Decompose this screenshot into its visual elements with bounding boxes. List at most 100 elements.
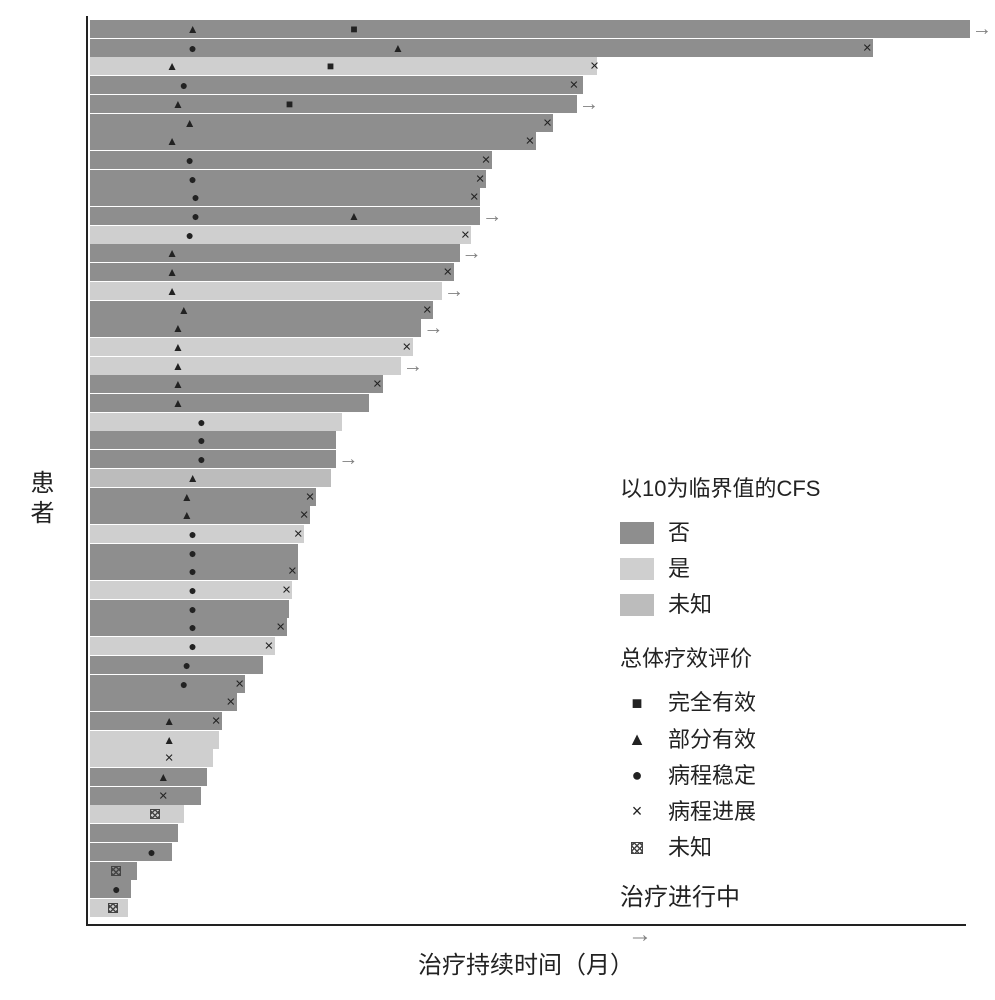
marker-cross: × xyxy=(226,695,235,710)
marker-circle: ● xyxy=(185,153,193,167)
bar xyxy=(90,95,577,113)
arrow-icon: → xyxy=(628,916,960,953)
arrow-icon: → xyxy=(462,243,482,263)
marker-circle: ● xyxy=(183,658,191,672)
bar-row: ▲× xyxy=(90,488,316,506)
bar xyxy=(90,488,316,506)
bar xyxy=(90,226,471,244)
bar-row: ▲→ xyxy=(90,357,401,375)
marker-triangle: ▲ xyxy=(163,715,175,727)
legend: 以10为临界值的CFS 否是未知 总体疗效评价 ■完全有效▲部分有效●病程稳定×… xyxy=(620,472,960,953)
bar-row: ▲→ xyxy=(90,244,460,262)
bar-row xyxy=(90,824,178,842)
marker-circle: ● xyxy=(197,415,205,429)
marker-cross: × xyxy=(590,59,599,74)
bar xyxy=(90,357,401,375)
bar-row: ▲× xyxy=(90,132,536,150)
arrow-icon: → xyxy=(579,94,599,114)
marker-circle: ● xyxy=(180,78,188,92)
marker-triangle: ▲ xyxy=(181,491,193,503)
legend-symbol-triangle: ▲ xyxy=(620,726,654,754)
bar-row xyxy=(90,805,184,823)
bar-row: ▲ xyxy=(90,768,207,786)
marker-triangle: ▲ xyxy=(172,341,184,353)
bar xyxy=(90,132,536,150)
marker-cross: × xyxy=(482,152,491,167)
arrow-icon: → xyxy=(482,206,502,226)
bar-row: × xyxy=(90,693,237,711)
marker-circle: ● xyxy=(188,41,196,55)
marker-cross: × xyxy=(300,508,309,523)
marker-cross: × xyxy=(294,526,303,541)
legend-symbol-circle: ● xyxy=(620,762,654,790)
bar-row: ▲× xyxy=(90,712,222,730)
marker-triangle: ▲ xyxy=(187,23,199,35)
legend-cfs-items: 否是未知 xyxy=(620,516,960,622)
bar-row: ●× xyxy=(90,226,471,244)
marker-triangle: ▲ xyxy=(172,360,184,372)
bar-row: ●× xyxy=(90,525,304,543)
bar xyxy=(90,413,342,431)
bar-row: ●× xyxy=(90,618,287,636)
legend-cfs-row: 否 xyxy=(620,516,960,550)
legend-response-row: 未知 xyxy=(620,831,960,865)
bar xyxy=(90,319,421,337)
bar xyxy=(90,244,460,262)
legend-label: 是 xyxy=(668,552,690,586)
marker-cross: × xyxy=(276,620,285,635)
marker-circle: ● xyxy=(112,882,120,896)
bar xyxy=(90,394,369,412)
marker-cross: × xyxy=(306,489,315,504)
marker-circle: ● xyxy=(188,564,196,578)
legend-symbol-square: ■ xyxy=(620,690,654,718)
bar-row: ● xyxy=(90,413,342,431)
bar xyxy=(90,506,310,524)
bar xyxy=(90,170,486,188)
marker-circle: ● xyxy=(197,433,205,447)
marker-unknown xyxy=(150,809,160,819)
marker-circle: ● xyxy=(188,620,196,634)
marker-cross: × xyxy=(402,339,411,354)
bar-row: ▲ xyxy=(90,731,219,749)
bar xyxy=(90,39,873,57)
bar xyxy=(90,824,178,842)
marker-circle: ● xyxy=(188,527,196,541)
marker-circle: ● xyxy=(185,228,193,242)
bar-row: ●× xyxy=(90,170,486,188)
bar xyxy=(90,805,184,823)
bar-row: ● xyxy=(90,544,298,562)
bar xyxy=(90,188,480,206)
arrow-icon: → xyxy=(444,281,464,301)
marker-cross: × xyxy=(423,302,432,317)
marker-cross: × xyxy=(282,583,291,598)
bar-row xyxy=(90,862,137,880)
legend-response-title: 总体疗效评价 xyxy=(620,642,960,676)
marker-triangle: ▲ xyxy=(181,509,193,521)
bar xyxy=(90,375,383,393)
marker-square: ■ xyxy=(286,98,293,110)
marker-triangle: ▲ xyxy=(392,42,404,54)
marker-circle: ● xyxy=(180,677,188,691)
legend-symbol-cross: × xyxy=(620,798,654,826)
bar-row: ▲× xyxy=(90,338,413,356)
bar xyxy=(90,731,219,749)
marker-cross: × xyxy=(373,377,382,392)
marker-triangle: ▲ xyxy=(184,117,196,129)
legend-label: 完全有效 xyxy=(668,686,756,720)
legend-label: 部分有效 xyxy=(668,723,756,757)
marker-circle: ● xyxy=(147,845,155,859)
marker-cross: × xyxy=(526,134,535,149)
marker-cross: × xyxy=(165,751,174,766)
marker-triangle: ▲ xyxy=(166,247,178,259)
bar-row: ▲× xyxy=(90,375,383,393)
marker-cross: × xyxy=(235,676,244,691)
bar xyxy=(90,675,245,693)
bar xyxy=(90,712,222,730)
bar-row: ▲× xyxy=(90,114,553,132)
legend-symbol-unknown xyxy=(620,842,654,854)
marker-triangle: ▲ xyxy=(172,98,184,110)
legend-response-row: ■ 完全有效 xyxy=(620,686,960,720)
marker-square: ■ xyxy=(327,60,334,72)
marker-triangle: ▲ xyxy=(172,378,184,390)
marker-triangle: ▲ xyxy=(166,135,178,147)
